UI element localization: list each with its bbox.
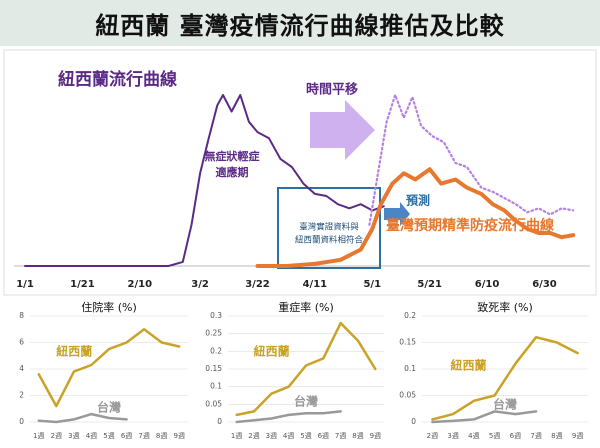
x-tick-label: 6/30 [532,279,557,290]
x-tick-label: 2週 [51,431,62,440]
x-tick-label: 3週 [266,431,277,440]
x-tick-label: 3週 [68,431,79,440]
x-tick-label: 3/2 [191,279,209,290]
annotation: 預測 [406,193,430,208]
annotation: 適應期 [216,165,249,179]
main-panel [3,49,597,296]
y-tick-label: 0.05 [205,399,222,408]
x-tick-label: 8週 [352,431,363,440]
y-tick-label: 0.15 [205,364,222,373]
title-banner: 紐西蘭 臺灣疫情流行曲線推估及比較 [0,0,600,46]
x-tick-label: 6週 [121,431,132,440]
page-title: 紐西蘭 臺灣疫情流行曲線推估及比較 [95,11,505,40]
x-tick-label: 2週 [427,431,438,440]
chart-title: 重症率 (%) [278,300,334,314]
y-tick-label: 0.1 [210,382,222,391]
x-tick-label: 9週 [173,431,184,440]
series-label: 紐西蘭 [254,344,290,359]
y-tick-label: 0.2 [404,311,416,320]
x-tick-label: 7週 [530,431,541,440]
x-tick-label: 3/22 [245,279,270,290]
x-tick-label: 6週 [510,431,521,440]
series-label: 台灣 [97,400,121,415]
series-line [235,321,377,417]
series-label: 紐西蘭流行曲線 [58,69,177,90]
annotation: 臺灣實證資料與 [299,222,359,233]
x-tick-label: 8週 [156,431,167,440]
match-box [277,187,381,269]
series-line [235,410,342,424]
x-tick-label: 9週 [370,431,381,440]
y-tick-label: 0.05 [399,391,416,400]
x-tick-label: 9週 [572,431,583,440]
forecast-arrow [384,202,410,226]
y-tick-label: 0 [217,417,222,426]
x-tick-label: 6週 [318,431,329,440]
x-tick-label: 1/1 [16,279,34,290]
series-line [255,167,576,268]
x-tick-label: 7週 [138,431,149,440]
y-tick-label: 0.25 [205,329,222,338]
y-tick-label: 2 [19,391,24,400]
x-tick-label: 1週 [33,431,44,440]
y-tick-label: 8 [19,311,24,320]
x-tick-label: 1/21 [70,279,95,290]
x-tick-label: 5/21 [417,279,442,290]
series-line [24,94,385,267]
x-tick-label: 8週 [551,431,562,440]
x-tick-label: 1週 [231,431,242,440]
series-line [37,412,128,424]
y-tick-label: 0.2 [210,346,222,355]
x-tick-label: 2/10 [128,279,153,290]
x-tick-label: 4/11 [303,279,328,290]
y-tick-label: 0 [411,417,416,426]
x-tick-label: 3週 [447,431,458,440]
series-line [431,335,579,421]
y-tick-label: 6 [19,338,24,347]
x-tick-label: 6/10 [475,279,500,290]
x-tick-label: 5週 [103,431,114,440]
x-tick-label: 5週 [489,431,500,440]
x-tick-label: 5週 [300,431,311,440]
x-tick-label: 4週 [468,431,479,440]
y-tick-label: 0.1 [404,364,416,373]
x-tick-label: 5/1 [363,279,381,290]
x-tick-label: 4週 [86,431,97,440]
y-tick-label: 0.15 [399,338,416,347]
series-label: 紐西蘭 [450,358,486,373]
chart-title: 住院率 (%) [81,300,137,314]
x-tick-label: 2週 [248,431,259,440]
series-label: 台灣 [294,394,318,409]
x-tick-label: 4週 [283,431,294,440]
series-line [431,410,538,424]
annotation: 紐西蘭資料相符合 [295,235,364,246]
series-line [368,93,575,226]
y-tick-label: 4 [19,364,24,373]
series-label: 臺灣預期精準防疫流行曲線 [386,217,554,234]
annotation: 時間平移 [306,82,358,98]
series-label: 台灣 [493,397,517,412]
y-tick-label: 0.3 [210,311,222,320]
x-tick-label: 7週 [335,431,346,440]
series-label: 紐西蘭 [56,344,92,359]
chart-title: 致死率 (%) [477,300,533,314]
y-tick-label: 0 [19,417,24,426]
annotation: 無症狀輕症 [205,149,260,163]
shift-arrow [310,100,375,160]
series-line [37,328,181,408]
